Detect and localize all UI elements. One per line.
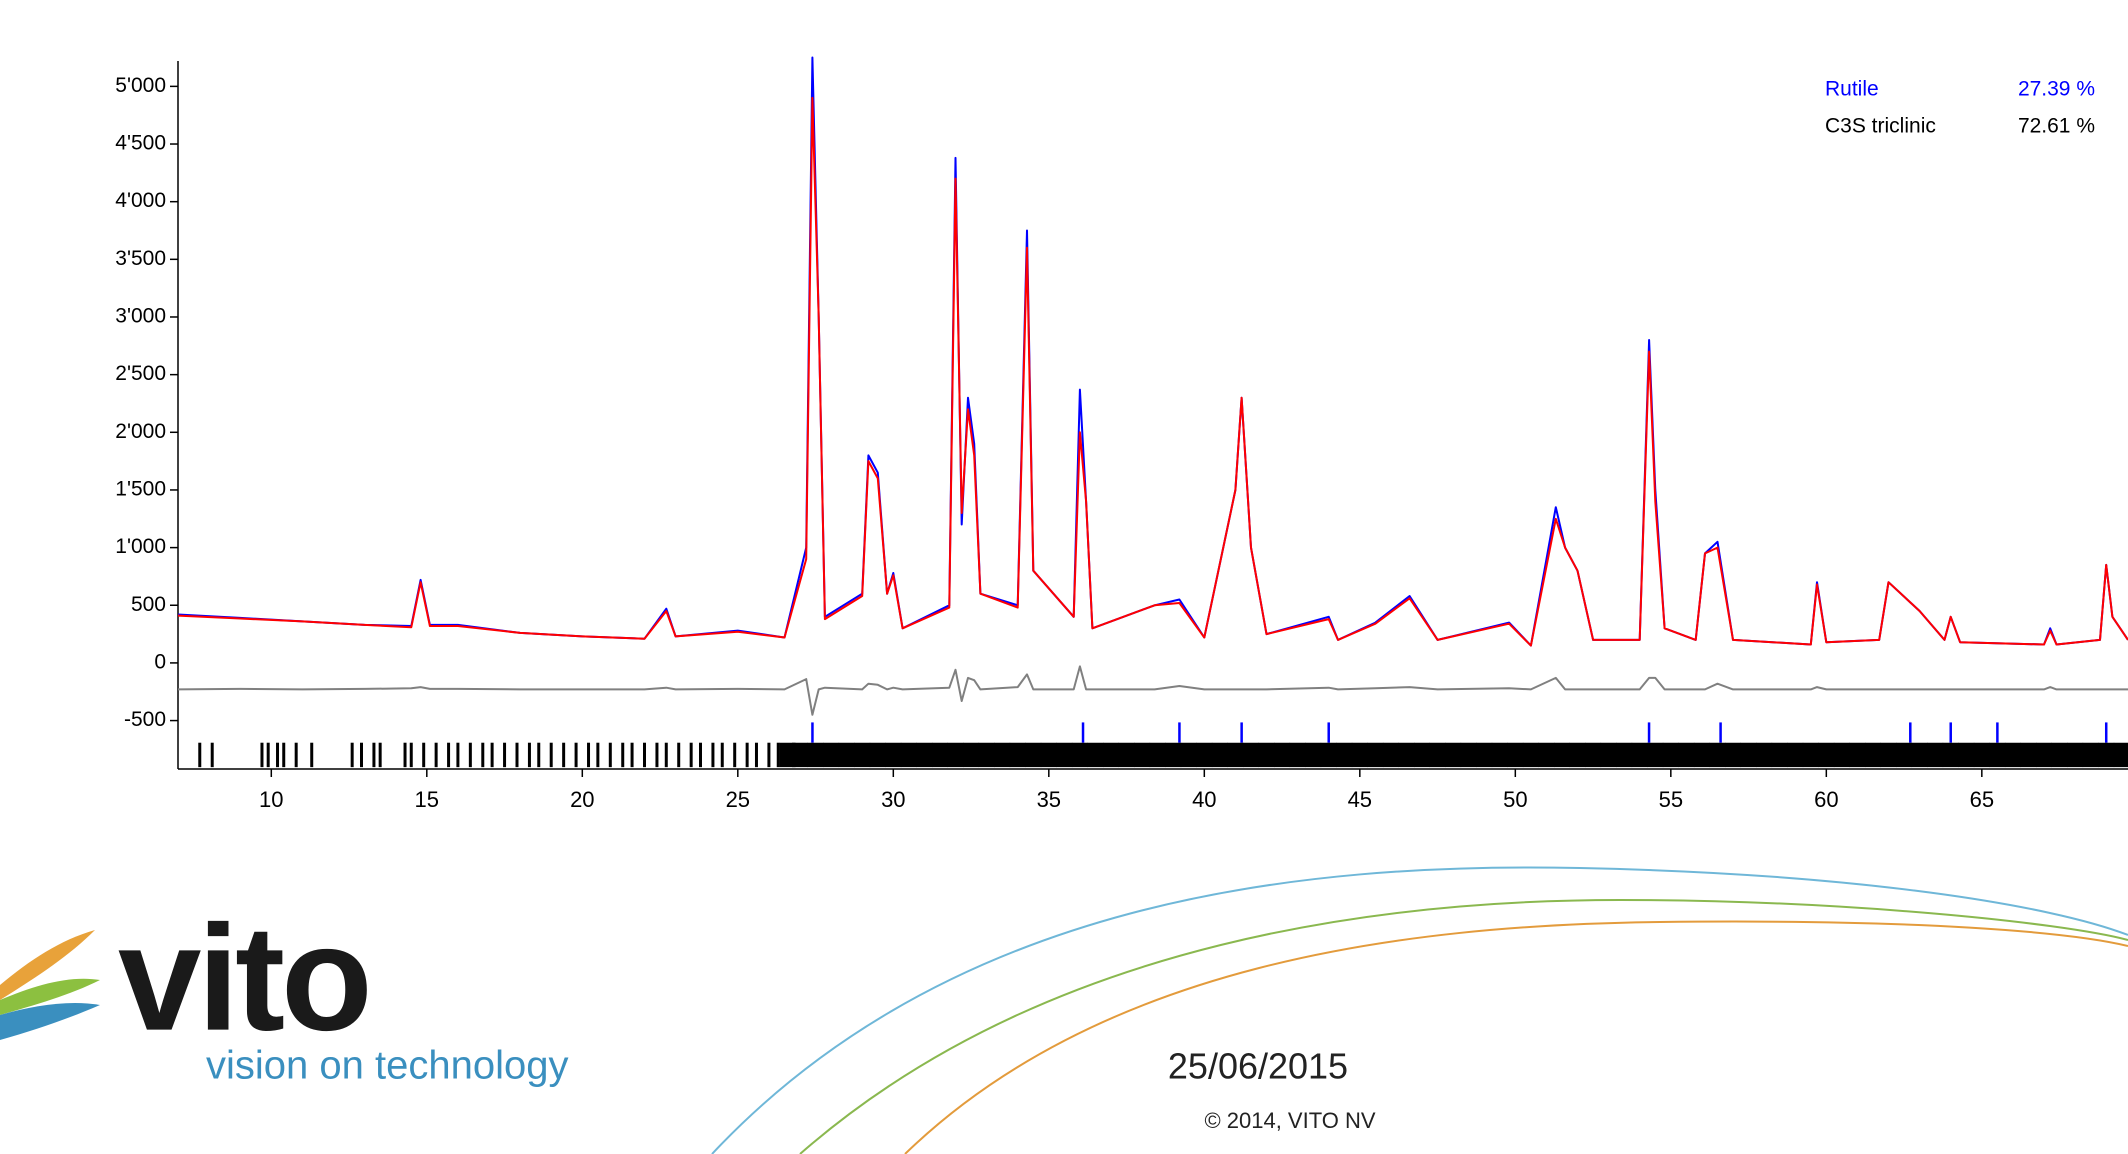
swoosh xyxy=(0,1003,100,1040)
x-tick-label: 45 xyxy=(1348,787,1372,812)
x-tick-label: 25 xyxy=(726,787,750,812)
plot: 5'000 4'500 4'000 3'500 3'000 2'500 2'000 1'500… xyxy=(115,56,2128,812)
legend-label: Rutile xyxy=(1825,78,1879,101)
y-tick-label: 3'000 xyxy=(115,305,166,328)
x-tick-label: 20 xyxy=(570,787,594,812)
x-tick-label: 15 xyxy=(415,787,439,812)
series-line xyxy=(177,56,2128,647)
x-tick-label: 55 xyxy=(1659,787,1683,812)
arc xyxy=(799,898,2128,1154)
legend-label: C3S triclinic xyxy=(1825,115,1936,138)
decorative-arcs xyxy=(711,866,2128,1154)
y-tick-label: 5'000 xyxy=(115,74,166,97)
series-line xyxy=(177,96,2128,647)
y-tick-label: 500 xyxy=(131,593,166,616)
x-tick-label: 65 xyxy=(1970,787,1994,812)
x-tick-label: 35 xyxy=(1037,787,1061,812)
y-tick-label: 3'500 xyxy=(115,247,166,270)
x-tick-label: 30 xyxy=(881,787,905,812)
x-tick-label: 60 xyxy=(1814,787,1838,812)
series-line xyxy=(177,665,2128,716)
legend-value: 72.61 % xyxy=(2018,115,2095,138)
date: 25/06/2015 xyxy=(1168,1046,1348,1087)
y-tick-label: 1'000 xyxy=(115,535,166,558)
y-tick-label: 4'000 xyxy=(115,189,166,212)
logo-text: vito xyxy=(118,894,369,1062)
y-tick-label: 1'500 xyxy=(115,477,166,500)
arc xyxy=(904,920,2128,1154)
logo-swoosh xyxy=(0,930,100,1040)
y-tick-label: 0 xyxy=(154,650,166,673)
tagline: vision on technology xyxy=(206,1044,568,1088)
swoosh xyxy=(0,978,100,1015)
swoosh xyxy=(0,930,95,1000)
x-tick-label: 10 xyxy=(259,787,283,812)
x-tick-label: 50 xyxy=(1503,787,1527,812)
arc xyxy=(711,866,2128,1154)
y-tick-label: 2'500 xyxy=(115,362,166,385)
y-tick-label: 4'500 xyxy=(115,132,166,155)
legend-value: 27.39 % xyxy=(2018,78,2095,101)
y-tick-label: -500 xyxy=(124,708,166,731)
y-tick-label: 2'000 xyxy=(115,420,166,443)
copyright: © 2014, VITO NV xyxy=(1204,1108,1375,1133)
x-tick-label: 40 xyxy=(1192,787,1216,812)
